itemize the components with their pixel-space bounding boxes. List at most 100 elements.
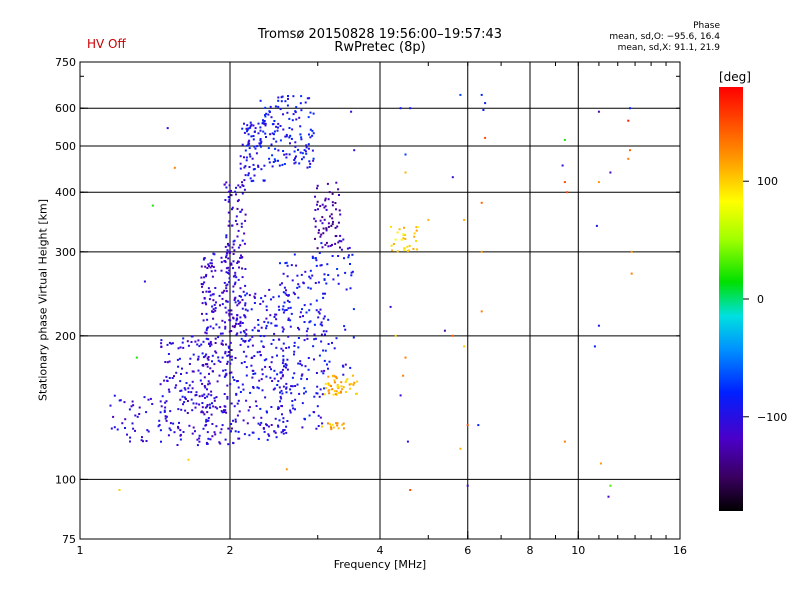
data-point — [201, 291, 204, 294]
data-point — [200, 265, 203, 268]
data-point — [223, 281, 226, 284]
data-point — [245, 159, 248, 162]
data-point — [262, 119, 264, 122]
data-point — [241, 127, 244, 130]
y-tick-label: 400 — [55, 186, 76, 199]
data-point — [280, 100, 283, 103]
data-point — [314, 237, 316, 240]
data-point — [324, 292, 326, 295]
data-point — [227, 190, 230, 193]
data-point — [214, 350, 217, 353]
data-point — [252, 124, 255, 127]
data-point — [342, 373, 345, 376]
data-point — [321, 246, 324, 249]
data-point — [309, 136, 312, 139]
data-point — [225, 256, 227, 259]
data-point — [219, 304, 221, 307]
data-point — [297, 148, 299, 151]
data-point — [244, 174, 247, 177]
data-point — [225, 181, 228, 184]
data-point — [305, 144, 308, 147]
data-point — [630, 272, 633, 275]
data-point — [214, 433, 217, 436]
data-point — [244, 165, 247, 168]
data-point — [300, 273, 303, 276]
data-point — [239, 316, 242, 319]
data-point — [197, 355, 200, 358]
data-point — [227, 427, 230, 430]
data-point — [323, 278, 326, 281]
data-point — [263, 335, 266, 338]
data-point — [335, 337, 338, 340]
data-point — [207, 419, 210, 422]
data-point — [147, 430, 150, 433]
data-point — [307, 147, 310, 150]
data-point — [233, 326, 236, 329]
data-point — [222, 291, 225, 294]
data-point — [335, 422, 338, 425]
data-point — [264, 115, 267, 118]
data-point — [331, 192, 334, 195]
data-point — [259, 303, 262, 305]
data-point — [335, 208, 337, 211]
data-point — [279, 125, 282, 127]
data-point — [244, 334, 247, 337]
data-point — [204, 396, 206, 399]
data-point — [317, 310, 320, 313]
data-point — [308, 414, 311, 417]
data-point — [266, 438, 269, 441]
data-point — [205, 275, 207, 278]
data-point — [249, 125, 252, 128]
data-point — [221, 339, 224, 342]
data-point — [237, 229, 240, 232]
data-point — [345, 379, 348, 382]
data-point — [223, 289, 226, 292]
data-point — [230, 355, 233, 358]
data-point — [206, 442, 208, 445]
data-point — [280, 431, 283, 434]
data-point — [331, 255, 334, 257]
data-point — [233, 379, 236, 381]
data-point — [347, 256, 350, 259]
data-point — [242, 290, 245, 293]
data-point — [249, 121, 252, 124]
x-tick-label: 6 — [464, 544, 471, 557]
data-point — [314, 337, 317, 340]
data-point — [251, 369, 254, 372]
data-point — [327, 382, 330, 385]
data-point — [246, 124, 249, 127]
data-point — [342, 427, 345, 430]
data-point — [282, 342, 285, 345]
data-point — [264, 365, 267, 368]
data-point — [269, 376, 272, 379]
data-point — [166, 379, 169, 382]
data-point — [334, 202, 337, 204]
data-point — [270, 143, 273, 146]
data-point — [392, 243, 395, 245]
data-point — [302, 282, 305, 285]
data-point — [238, 266, 240, 269]
y-tick-label: 600 — [55, 102, 76, 115]
data-point — [205, 273, 208, 276]
data-point — [319, 388, 322, 391]
data-point — [237, 430, 240, 433]
data-point — [340, 248, 343, 251]
data-point — [271, 165, 274, 168]
data-point — [132, 427, 135, 430]
data-point — [331, 223, 334, 226]
data-point — [332, 278, 335, 281]
data-point — [318, 395, 321, 398]
data-point — [252, 138, 255, 141]
data-point — [314, 282, 317, 284]
data-point — [224, 199, 227, 201]
data-point — [289, 142, 291, 145]
data-point — [242, 350, 245, 353]
data-point — [288, 117, 291, 120]
data-point — [304, 270, 307, 273]
data-point — [459, 93, 462, 96]
data-point — [225, 311, 228, 314]
data-point — [183, 387, 186, 390]
data-point — [330, 426, 332, 429]
data-point — [324, 197, 327, 200]
data-point — [165, 415, 168, 418]
